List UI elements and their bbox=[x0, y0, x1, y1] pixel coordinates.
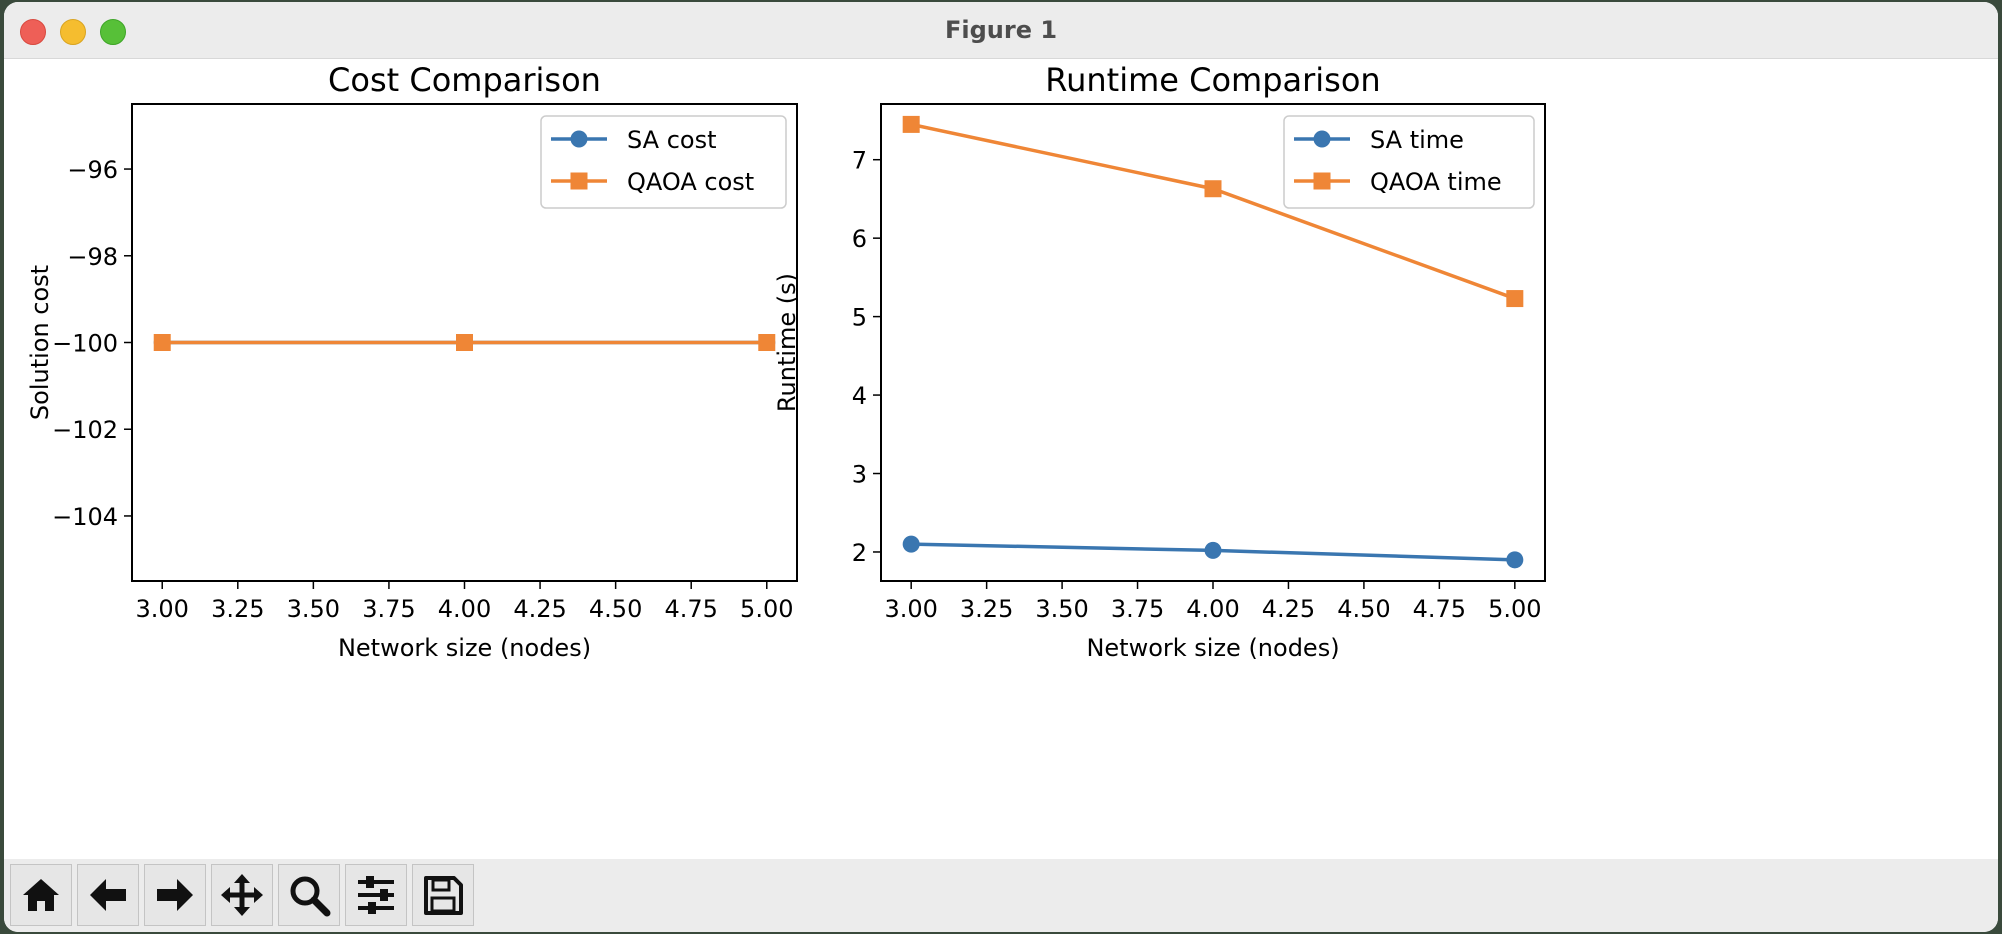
y-tick-label: 5 bbox=[852, 304, 867, 332]
legend-label: SA cost bbox=[627, 126, 717, 154]
y-tick-label: −102 bbox=[52, 416, 118, 444]
chart-2: Runtime Comparison 3.00 3.25 3.50 3.75 4.00 4.… bbox=[773, 61, 1546, 662]
x-tick-label: 3.00 bbox=[136, 595, 189, 623]
data-point bbox=[902, 535, 920, 553]
x-axis-label: Network size (nodes) bbox=[1086, 634, 1339, 662]
x-tick-label: 3.50 bbox=[1035, 595, 1088, 623]
back-button[interactable] bbox=[77, 864, 139, 926]
data-point bbox=[1204, 541, 1222, 559]
x-tick-label: 3.25 bbox=[211, 595, 264, 623]
configure-subplots-icon bbox=[358, 876, 394, 914]
x-tick-label: 5.00 bbox=[1488, 595, 1541, 623]
y-tick-label: −100 bbox=[52, 330, 118, 358]
y-tick-label: 3 bbox=[852, 461, 867, 489]
forward-button[interactable] bbox=[144, 864, 206, 926]
x-tick-label: 3.75 bbox=[362, 595, 415, 623]
x-tick-label: 3.50 bbox=[287, 595, 340, 623]
figure-canvas: Cost Comparison 3.00 3.25 3.50 3.75 4.00 4.25 4… bbox=[4, 59, 1998, 859]
legend-label: SA time bbox=[1370, 126, 1464, 154]
minimize-window-button[interactable] bbox=[60, 19, 86, 45]
x-tick-label: 3.00 bbox=[884, 595, 937, 623]
x-tick-label: 4.75 bbox=[1413, 595, 1466, 623]
y-tick-label: 2 bbox=[852, 539, 867, 567]
data-point bbox=[758, 334, 776, 351]
pan-icon bbox=[221, 874, 263, 916]
x-tick-label: 4.50 bbox=[1337, 595, 1390, 623]
y-tick-label: −96 bbox=[67, 156, 118, 184]
x-tick-label: 4.75 bbox=[664, 595, 717, 623]
data-point bbox=[1204, 180, 1222, 198]
pan-button[interactable] bbox=[211, 864, 273, 926]
legend-marker bbox=[1313, 172, 1331, 190]
y-axis-label: Solution cost bbox=[26, 265, 54, 420]
navigation-toolbar bbox=[4, 859, 1998, 932]
window-title: Figure 1 bbox=[944, 16, 1058, 44]
y-tick-label: 4 bbox=[852, 382, 867, 410]
data-point bbox=[1506, 290, 1524, 308]
y-tick-label: −98 bbox=[67, 243, 118, 271]
x-tick-label: 3.25 bbox=[960, 595, 1013, 623]
legend-marker bbox=[570, 130, 588, 148]
chart-title: Runtime Comparison bbox=[1045, 61, 1380, 99]
home-icon bbox=[23, 879, 59, 911]
legend-label: QAOA cost bbox=[627, 168, 754, 196]
x-tick-label: 4.25 bbox=[513, 595, 566, 623]
legend-label: QAOA time bbox=[1370, 168, 1502, 196]
save-button[interactable] bbox=[412, 864, 474, 926]
close-window-button[interactable] bbox=[20, 19, 46, 45]
zoom-button[interactable] bbox=[278, 864, 340, 926]
data-point bbox=[1506, 551, 1524, 569]
y-tick-label: −104 bbox=[52, 503, 118, 531]
zoom-icon bbox=[290, 876, 331, 917]
legend-marker bbox=[570, 172, 588, 190]
data-point bbox=[456, 334, 473, 351]
chart-title: Cost Comparison bbox=[328, 61, 601, 99]
data-point bbox=[153, 334, 171, 351]
x-axis-label: Network size (nodes) bbox=[338, 634, 591, 662]
back-arrow-icon bbox=[90, 879, 126, 911]
data-point bbox=[902, 115, 920, 133]
figure-svg: Cost Comparison 3.00 3.25 3.50 3.75 4.00 4.25 4… bbox=[26, 61, 1546, 662]
x-tick-label: 4.00 bbox=[1186, 595, 1239, 623]
y-tick-label: 7 bbox=[852, 147, 867, 175]
legend-marker bbox=[1313, 130, 1331, 148]
y-axis-label: Runtime (s) bbox=[773, 273, 801, 412]
home-button[interactable] bbox=[10, 864, 72, 926]
chart-1: Cost Comparison 3.00 3.25 3.50 3.75 4.00 4.25 4… bbox=[26, 61, 798, 662]
x-tick-label: 4.00 bbox=[438, 595, 491, 623]
x-tick-label: 4.50 bbox=[589, 595, 642, 623]
x-tick-label: 4.25 bbox=[1262, 595, 1315, 623]
y-tick-label: 6 bbox=[852, 225, 867, 253]
x-tick-label: 3.75 bbox=[1111, 595, 1164, 623]
maximize-window-button[interactable] bbox=[100, 19, 126, 45]
title-bar: Figure 1 bbox=[4, 2, 1998, 59]
forward-arrow-icon bbox=[157, 879, 193, 911]
figure-window: Figure 1 Cost Comparison 3.00 3.25 3.50 3.75… bbox=[4, 2, 1998, 932]
save-icon bbox=[424, 876, 463, 915]
configure-subplots-button[interactable] bbox=[345, 864, 407, 926]
x-tick-label: 5.00 bbox=[740, 595, 793, 623]
